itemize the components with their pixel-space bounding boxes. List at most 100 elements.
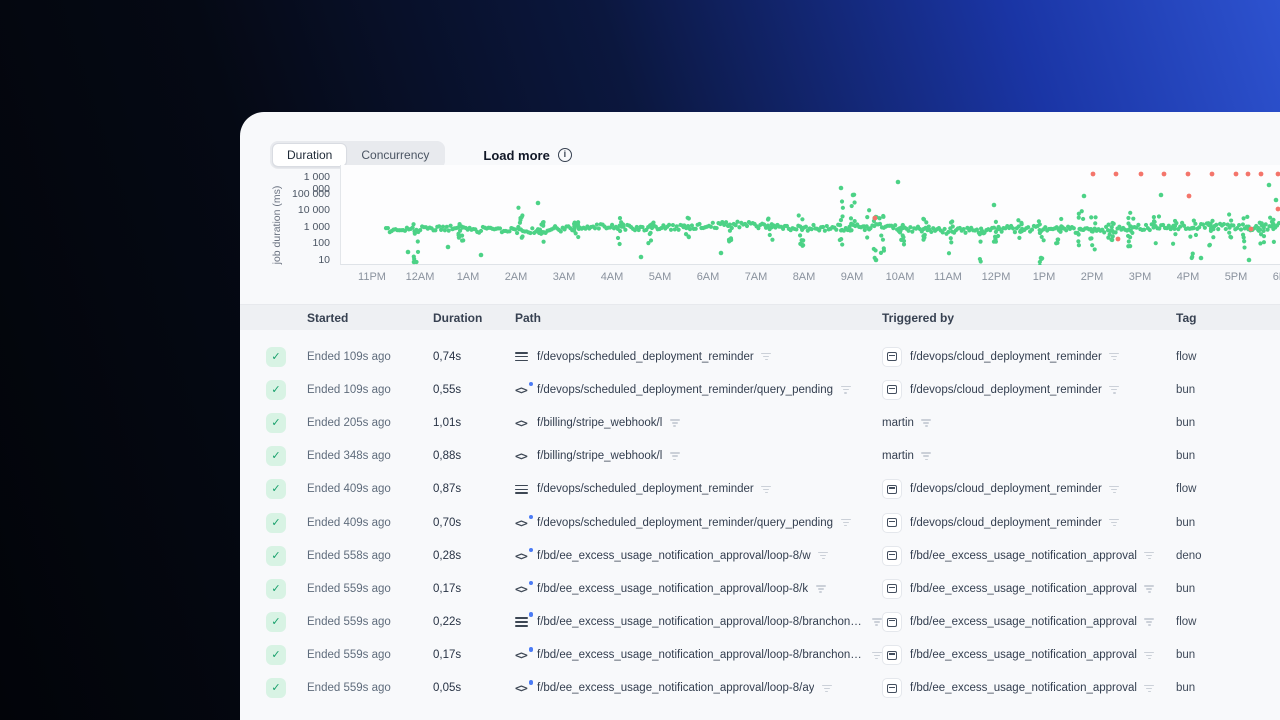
y-tick: 100 000 — [292, 187, 330, 200]
path-link[interactable]: f/devops/scheduled_deployment_reminder — [537, 483, 754, 496]
duration-cell: 0,05s — [433, 682, 462, 695]
triggered-by-cell: f/devops/cloud_deployment_reminder — [882, 512, 1168, 533]
filter-icon[interactable] — [761, 484, 772, 495]
path-link[interactable]: f/bd/ee_excess_usage_notification_approv… — [537, 549, 811, 562]
flow-icon — [515, 348, 531, 365]
header-started: Started — [307, 310, 349, 325]
table-row[interactable]: ✓ Ended 109s ago 0,74s f/devops/schedule… — [240, 340, 1280, 373]
calendar-icon — [882, 612, 902, 633]
info-icon[interactable]: i — [557, 148, 572, 162]
success-check-icon: ✓ — [266, 512, 286, 533]
y-tick: 10 000 — [297, 204, 330, 217]
filter-icon[interactable] — [1144, 550, 1155, 561]
table-row[interactable]: ✓ Ended 559s ago 0,22s f/bd/ee_excess_us… — [240, 606, 1280, 639]
code-icon: <> — [515, 647, 533, 662]
started-cell: Ended 559s ago — [307, 682, 391, 695]
duration-cell: 0,22s — [433, 616, 462, 629]
filter-icon[interactable] — [818, 550, 829, 561]
table-row[interactable]: ✓ Ended 409s ago 0,87s f/devops/schedule… — [240, 473, 1280, 506]
table-body: ✓ Ended 109s ago 0,74s f/devops/schedule… — [240, 330, 1280, 705]
path-link[interactable]: f/bd/ee_excess_usage_notification_approv… — [537, 616, 864, 629]
schedule-icon — [882, 645, 910, 666]
table-row[interactable]: ✓ Ended 109s ago 0,55s <> f/devops/sched… — [240, 373, 1280, 406]
trigger-link[interactable]: f/bd/ee_excess_usage_notification_approv… — [910, 549, 1137, 562]
trigger-link[interactable]: f/bd/ee_excess_usage_notification_approv… — [910, 616, 1137, 629]
x-axis-ticks: 11PM 12AM 1AM 2AM 3AM 4AM 5AM 6AM 7AM 8AM 9AM 10AM 1… — [340, 271, 1280, 287]
trigger-link[interactable]: f/bd/ee_excess_usage_notification_approv… — [910, 682, 1137, 695]
path-link[interactable]: f/bd/ee_excess_usage_notification_approv… — [537, 649, 864, 662]
x-tick: 12AM — [405, 271, 435, 283]
table-row[interactable]: ✓ Ended 409s ago 0,70s <> f/devops/sched… — [240, 506, 1280, 539]
x-tick: 10AM — [885, 271, 915, 283]
triggered-by-cell: f/bd/ee_excess_usage_notification_approv… — [882, 578, 1168, 599]
path-cell: <> f/bd/ee_excess_usage_notification_app… — [515, 680, 882, 695]
trigger-link[interactable]: f/devops/cloud_deployment_reminder — [910, 516, 1102, 529]
runs-panel: Duration Concurrency Load more i job dur… — [240, 112, 1280, 720]
filter-icon[interactable] — [871, 650, 882, 661]
filter-icon[interactable] — [1109, 484, 1120, 495]
filter-icon[interactable] — [1109, 351, 1120, 362]
filter-icon[interactable] — [1144, 650, 1155, 661]
path-link[interactable]: f/bd/ee_excess_usage_notification_approv… — [537, 682, 815, 695]
table-row[interactable]: ✓ Ended 559s ago 0,17s <> f/bd/ee_excess… — [240, 639, 1280, 672]
path-link[interactable]: f/billing/stripe_webhook/l — [537, 416, 663, 429]
tab-duration[interactable]: Duration — [272, 143, 348, 167]
load-more-button[interactable]: Load more — [483, 147, 550, 163]
path-link[interactable]: f/devops/scheduled_deployment_reminder — [537, 350, 754, 363]
trigger-link[interactable]: martin — [882, 450, 914, 463]
trigger-link[interactable]: f/bd/ee_excess_usage_notification_approv… — [910, 649, 1137, 662]
y-tick: 1 000 000 — [303, 171, 330, 195]
path-cell: f/devops/scheduled_deployment_reminder — [515, 481, 882, 498]
filter-icon[interactable] — [821, 683, 832, 694]
tab-concurrency[interactable]: Concurrency — [347, 143, 443, 167]
tag-cell: bun — [1176, 416, 1196, 429]
table-row[interactable]: ✓ Ended 558s ago 0,28s <> f/bd/ee_excess… — [240, 539, 1280, 572]
path-link[interactable]: f/devops/scheduled_deployment_reminder/q… — [537, 383, 834, 396]
table-row[interactable]: ✓ Ended 348s ago 0,88s <> f/billing/stri… — [240, 440, 1280, 473]
filter-icon[interactable] — [921, 451, 932, 462]
table-row[interactable]: ✓ Ended 559s ago 0,05s <> f/bd/ee_excess… — [240, 672, 1280, 705]
table-row[interactable]: ✓ Ended 205s ago 1,01s <> f/billing/stri… — [240, 406, 1280, 439]
filter-icon[interactable] — [1109, 384, 1120, 395]
x-tick: 2PM — [1080, 271, 1104, 283]
trigger-link[interactable]: f/bd/ee_excess_usage_notification_approv… — [910, 582, 1137, 595]
filter-icon[interactable] — [1144, 617, 1155, 628]
header-duration: Duration — [433, 310, 483, 325]
started-cell: Ended 109s ago — [307, 350, 391, 363]
filter-icon[interactable] — [921, 418, 932, 429]
filter-icon[interactable] — [840, 517, 851, 528]
filter-icon[interactable] — [669, 451, 680, 462]
filter-icon[interactable] — [1144, 683, 1155, 694]
triggered-by-cell: f/bd/ee_excess_usage_notification_approv… — [882, 612, 1168, 633]
trigger-link[interactable]: f/devops/cloud_deployment_reminder — [910, 483, 1102, 496]
filter-icon[interactable] — [761, 351, 772, 362]
x-tick: 11PM — [358, 271, 386, 283]
tag-cell: bun — [1176, 383, 1196, 396]
tag-cell: flow — [1176, 483, 1197, 496]
path-link[interactable]: f/bd/ee_excess_usage_notification_approv… — [537, 582, 809, 595]
triggered-by-cell: f/devops/cloud_deployment_reminder — [882, 379, 1168, 400]
schedule-icon — [882, 545, 910, 566]
filter-icon[interactable] — [669, 418, 680, 429]
path-link[interactable]: f/devops/scheduled_deployment_reminder/q… — [537, 516, 834, 529]
path-link[interactable]: f/billing/stripe_webhook/l — [537, 450, 663, 463]
path-cell: <> f/bd/ee_excess_usage_notification_app… — [515, 647, 882, 662]
filter-icon[interactable] — [815, 583, 826, 594]
code-icon: <> — [515, 547, 533, 563]
filter-icon[interactable] — [871, 617, 882, 628]
trigger-link[interactable]: f/devops/cloud_deployment_reminder — [910, 350, 1102, 363]
trigger-link[interactable]: f/devops/cloud_deployment_reminder — [910, 383, 1102, 396]
filter-icon[interactable] — [1144, 583, 1155, 594]
filter-icon[interactable] — [840, 384, 851, 395]
duration-cell: 0,87s — [433, 483, 462, 496]
x-tick: 1PM — [1032, 271, 1056, 283]
triggered-by-cell: f/bd/ee_excess_usage_notification_approv… — [882, 545, 1168, 566]
started-cell: Ended 559s ago — [307, 649, 391, 662]
y-tick: 10 — [318, 254, 330, 266]
table-row[interactable]: ✓ Ended 559s ago 0,17s <> f/bd/ee_excess… — [240, 572, 1280, 605]
filter-icon[interactable] — [1109, 517, 1120, 528]
path-cell: <> f/devops/scheduled_deployment_reminde… — [515, 381, 882, 397]
calendar-icon — [882, 645, 902, 666]
trigger-link[interactable]: martin — [882, 416, 914, 429]
scatter-plot[interactable] — [340, 165, 1280, 265]
